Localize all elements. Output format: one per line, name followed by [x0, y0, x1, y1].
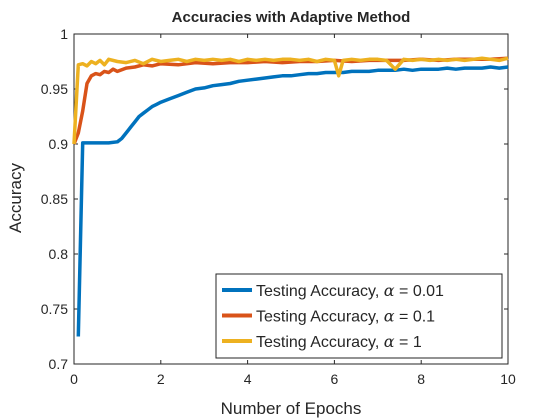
x-tick-label: 8 [417, 371, 425, 387]
x-tick-label: 4 [244, 371, 252, 387]
y-tick-label: 0.7 [49, 356, 69, 372]
y-tick-label: 0.85 [41, 191, 68, 207]
y-axis-label: Accuracy [6, 163, 25, 233]
x-tick-label: 10 [500, 371, 516, 387]
plot-area: 0 2 4 6 8 10 0.7 0.75 0.8 0.85 0.9 0.95 1 Testing Acc… [41, 26, 516, 387]
legend-label-2: Testing Accuracy, α = 0.1 [256, 307, 435, 326]
x-axis-label: Number of Epochs [221, 399, 362, 418]
x-tick-label: 2 [157, 371, 165, 387]
legend-label-1: Testing Accuracy, α = 0.01 [256, 281, 444, 300]
y-tick-label: 1 [60, 26, 68, 42]
series-line-1 [76, 65, 509, 337]
series-line-3 [72, 56, 509, 145]
chart-title: Accuracies with Adaptive Method [172, 9, 411, 26]
y-tick-label: 0.95 [41, 81, 68, 97]
x-tick-label: 0 [70, 371, 78, 387]
y-tick-label: 0.75 [41, 301, 68, 317]
legend-box [215, 273, 503, 359]
legend-label-3: Testing Accuracy, α = 1 [256, 332, 422, 351]
y-tick-label: 0.8 [49, 246, 69, 262]
y-tick-label: 0.9 [49, 136, 69, 152]
x-tick-label: 6 [331, 371, 339, 387]
